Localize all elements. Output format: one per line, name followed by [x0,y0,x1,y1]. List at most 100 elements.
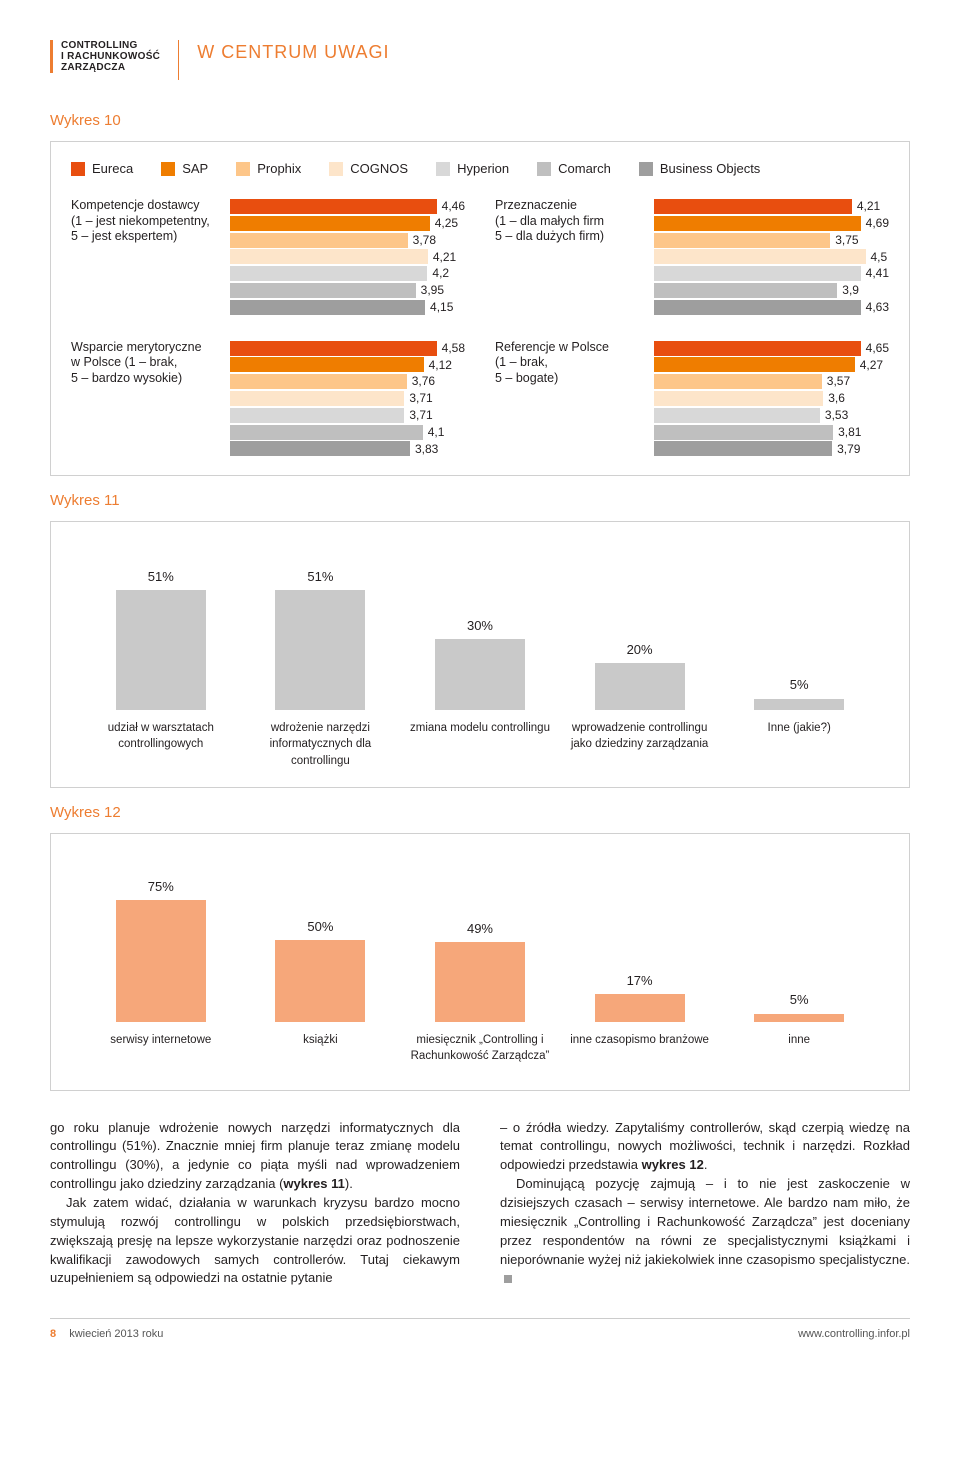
hbar-row: 3,79 [654,441,889,458]
vbar: 5% [719,676,879,710]
wykres12-title: Wykres 12 [50,802,910,823]
vbar-bar [275,940,365,1021]
vbar-value: 20% [627,641,653,659]
hbar-panel: Kompetencje dostawcy(1 – jest niekompete… [71,198,465,316]
hbar-row: 4,46 [230,198,465,215]
body-columns: go roku planuje wdrożenie nowych narzędz… [50,1119,910,1289]
vbar: 51% [241,568,401,711]
page-header: CONTROLLINGi RACHUNKOWOŚĆZARZĄDCZA W CEN… [50,40,910,80]
hbar-row: 4,15 [230,299,465,316]
footer-date: kwiecień 2013 roku [69,1328,163,1340]
vbar-value: 50% [307,918,333,936]
hbar-row: 3,9 [654,282,889,299]
body-paragraph: Dominującą pozycję zajmują – i to nie je… [500,1175,910,1288]
brand-logo: CONTROLLINGi RACHUNKOWOŚĆZARZĄDCZA [50,40,160,73]
hbar-row: 4,12 [230,357,465,374]
hbar-panel-label: Referencje w Polsce(1 – brak,5 – bogate) [495,340,640,458]
hbar-row: 4,69 [654,215,889,232]
wykres10-chart: Eureca SAP Prophix COGNOS Hyperion Comarch Bus… [50,141,910,476]
hbar-panel: Referencje w Polsce(1 – brak,5 – bogate)… [495,340,889,458]
vbar-bar [435,942,525,1022]
hbar-row: 4,65 [654,340,889,357]
vbar-bar [116,900,206,1022]
vbar-caption: wdrożenie narzędzi informatycznych dla c… [241,720,401,768]
hbar-row: 4,63 [654,299,889,316]
vbar-bar [595,663,685,710]
legend-item: Prophix [236,160,301,178]
vbar-caption: Inne (jakie?) [719,720,879,768]
hbar-panel-label: Kompetencje dostawcy(1 – jest niekompete… [71,198,216,316]
wykres11-chart: 51% 51% 30% 20% 5% udział w warsztatach cont… [50,521,910,787]
hbar-row: 4,21 [230,249,465,266]
hbar-row: 4,1 [230,424,465,441]
wykres11-title: Wykres 11 [50,490,910,511]
hbar-row: 3,81 [654,424,889,441]
vbar-value: 30% [467,617,493,635]
hbar-row: 4,41 [654,265,889,282]
vbar-caption: inne czasopismo branżowe [560,1032,720,1072]
hbar-panel: Wsparcie merytorycznew Polsce (1 – brak,… [71,340,465,458]
vbar-caption: zmiana modelu controllingu [400,720,560,768]
vbar-value: 75% [148,878,174,896]
vbar-caption: udział w warsztatach controllingowych [81,720,241,768]
vbar-value: 5% [790,676,809,694]
vbar-value: 5% [790,991,809,1009]
hbar-row: 4,25 [230,215,465,232]
hbar-row: 4,5 [654,249,889,266]
body-col-right: – o źródła wiedzy. Zapytaliśmy controlle… [500,1119,910,1289]
vbar-value: 49% [467,920,493,938]
body-paragraph: go roku planuje wdrożenie nowych narzędz… [50,1119,460,1194]
legend-item: Comarch [537,160,611,178]
hbar-row: 4,21 [654,198,889,215]
hbar-panel: Przeznaczenie(1 – dla małych firm5 – dla… [495,198,889,316]
body-paragraph: – o źródła wiedzy. Zapytaliśmy controlle… [500,1119,910,1176]
vbar-bar [435,639,525,710]
legend-item: Eureca [71,160,133,178]
vbar-bar [595,994,685,1022]
vbar-caption: serwisy internetowe [81,1032,241,1072]
hbar-panel-label: Przeznaczenie(1 – dla małych firm5 – dla… [495,198,640,316]
vbar: 75% [81,878,241,1022]
vbar: 30% [400,617,560,710]
vbar: 20% [560,641,720,710]
hbar-row: 3,71 [230,407,465,424]
legend-item: SAP [161,160,208,178]
vbar-caption: wprowadzenie controllingu jako dziedziny… [560,720,720,768]
vbar-caption: miesięcznik „Controlling i Rachunkowość … [400,1032,560,1072]
vbar: 17% [560,972,720,1022]
vbar-bar [275,590,365,711]
vbar-value: 51% [307,568,333,586]
vbar: 49% [400,920,560,1022]
hbar-row: 3,53 [654,407,889,424]
vbar: 50% [241,918,401,1021]
wykres10-title: Wykres 10 [50,110,910,131]
vbar-value: 51% [148,568,174,586]
hbar-row: 3,76 [230,373,465,390]
vbar-bar [116,590,206,711]
vbar: 51% [81,568,241,711]
hbar-row: 3,57 [654,373,889,390]
vbar-caption: książki [241,1032,401,1072]
section-title: W CENTRUM UWAGI [197,40,389,65]
hbar-row: 4,27 [654,357,889,374]
hbar-row: 3,78 [230,232,465,249]
hbar-panel-label: Wsparcie merytorycznew Polsce (1 – brak,… [71,340,216,458]
hbar-row: 3,95 [230,282,465,299]
hbar-row: 3,71 [230,390,465,407]
hbar-row: 3,75 [654,232,889,249]
end-mark-icon [504,1275,512,1283]
body-col-left: go roku planuje wdrożenie nowych narzędz… [50,1119,460,1289]
hbar-row: 3,83 [230,441,465,458]
legend-item: Hyperion [436,160,509,178]
footer-url: www.controlling.infor.pl [798,1327,910,1342]
vbar-bar [754,699,844,711]
vbar-bar [754,1014,844,1022]
hbar-row: 4,58 [230,340,465,357]
body-paragraph: Jak zatem widać, działania w warunkach k… [50,1194,460,1288]
header-divider [178,40,179,80]
wykres12-chart: 75% 50% 49% 17% 5% serwisy internetoweksiążk… [50,833,910,1091]
legend-item: Business Objects [639,160,760,178]
legend-item: COGNOS [329,160,408,178]
hbar-row: 3,6 [654,390,889,407]
page-footer: 8 kwiecień 2013 roku www.controlling.inf… [50,1318,910,1342]
